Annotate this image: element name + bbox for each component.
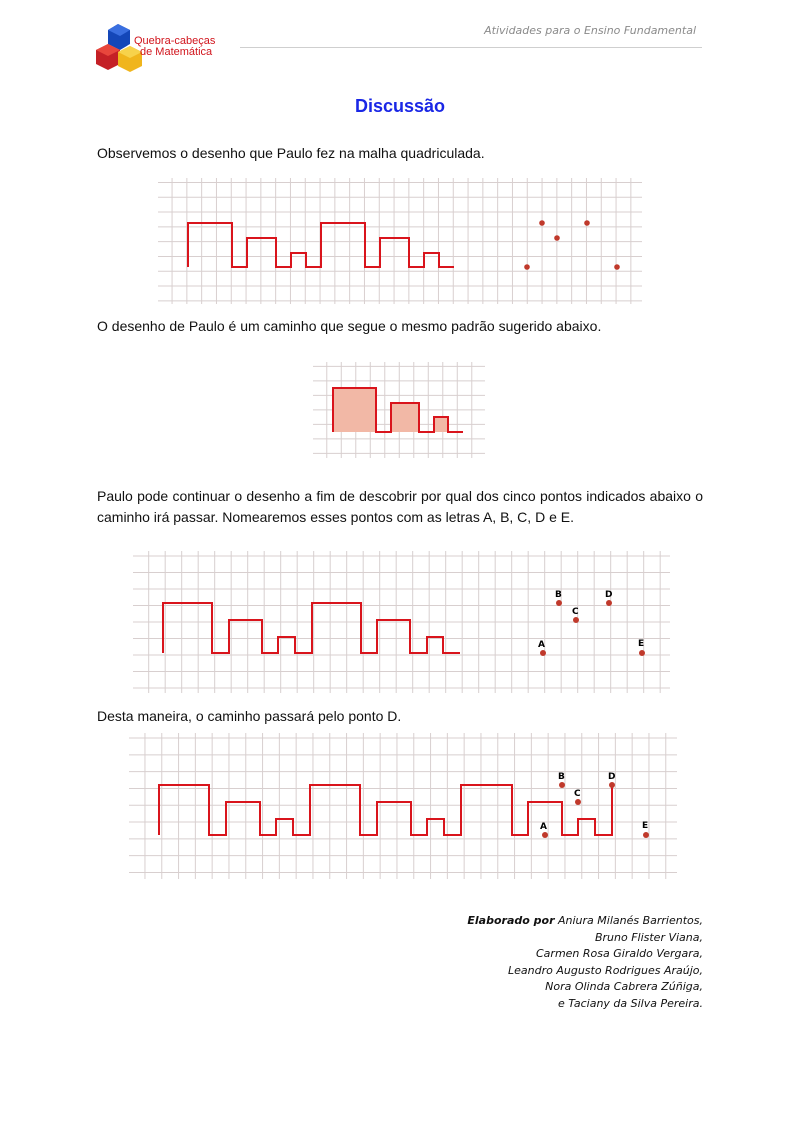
paragraph-2: O desenho de Paulo é um caminho que segu… [97, 318, 602, 334]
paragraph-3: Paulo pode continuar o desenho a fim de … [97, 488, 703, 525]
point-b-label: B [558, 772, 565, 782]
credits-author: Leandro Augusto Rodrigues Araújo, [508, 963, 703, 977]
red-path [162, 602, 460, 654]
header-divider [240, 47, 702, 48]
point-c-dot [573, 617, 579, 623]
point-dot [614, 264, 620, 270]
credits-author: Bruno Flister Viana, [594, 930, 703, 944]
credits-author: e Taciany da Silva Pereira. [558, 996, 703, 1010]
point-d-dot [609, 782, 615, 788]
logo-text: Quebra-cabeças de Matemática [134, 36, 215, 58]
credits-lead: Elaborado por [467, 914, 555, 927]
figure-points: A B C D E [133, 551, 670, 693]
red-path [187, 222, 454, 268]
point-dot [554, 235, 560, 241]
point-d-dot [606, 600, 612, 606]
pattern-path [332, 387, 463, 433]
point-a-dot [540, 650, 546, 656]
point-e-dot [643, 832, 649, 838]
red-path-extended [158, 784, 613, 836]
header-subject: Atividades para o Ensino Fundamental [484, 24, 696, 37]
point-b-label: B [555, 590, 562, 600]
point-dot [524, 264, 530, 270]
point-b-dot [556, 600, 562, 606]
grid [129, 733, 677, 879]
grid [158, 178, 642, 304]
credits-author: Nora Olinda Cabrera Zúñiga, [545, 980, 703, 993]
point-d-label: D [605, 590, 612, 600]
paragraph-1: Observemos o desenho que Paulo fez na ma… [97, 145, 485, 161]
paragraph-4: Desta maneira, o caminho passará pelo po… [97, 708, 402, 724]
logo-cubes-icon [96, 24, 142, 72]
point-a-label: A [538, 640, 545, 650]
figure-pattern [313, 362, 485, 458]
shaded-region [333, 388, 448, 432]
point-d-label: D [608, 772, 615, 782]
logo-line-1: Quebra-cabeças [134, 35, 216, 47]
point-dot [539, 220, 545, 226]
point-e-label: E [642, 821, 648, 831]
credits: Elaborado por Aniura Milanés Barrientos,… [430, 913, 703, 1012]
point-b-dot [559, 782, 565, 788]
point-c-dot [575, 799, 581, 805]
point-a-dot [542, 832, 548, 838]
logo-line-2: de Matemática [140, 46, 213, 58]
credits-author: Aniura Milanés Barrientos, [558, 914, 703, 927]
figure-solution: A B C D E [129, 733, 677, 879]
grid [133, 551, 670, 693]
page-title: Discussão [354, 96, 446, 116]
point-a-label: A [540, 822, 547, 832]
point-e-label: E [638, 639, 644, 649]
figure-paulo-drawing [158, 178, 642, 304]
credits-author: Carmen Rosa Giraldo Vergara, [536, 947, 703, 960]
point-e-dot [639, 650, 645, 656]
point-dot [584, 220, 590, 226]
point-c-label: C [574, 789, 581, 799]
credits-line-0: Elaborado por Aniura Milanés Barrientos, [430, 913, 703, 930]
point-c-label: C [572, 607, 579, 617]
